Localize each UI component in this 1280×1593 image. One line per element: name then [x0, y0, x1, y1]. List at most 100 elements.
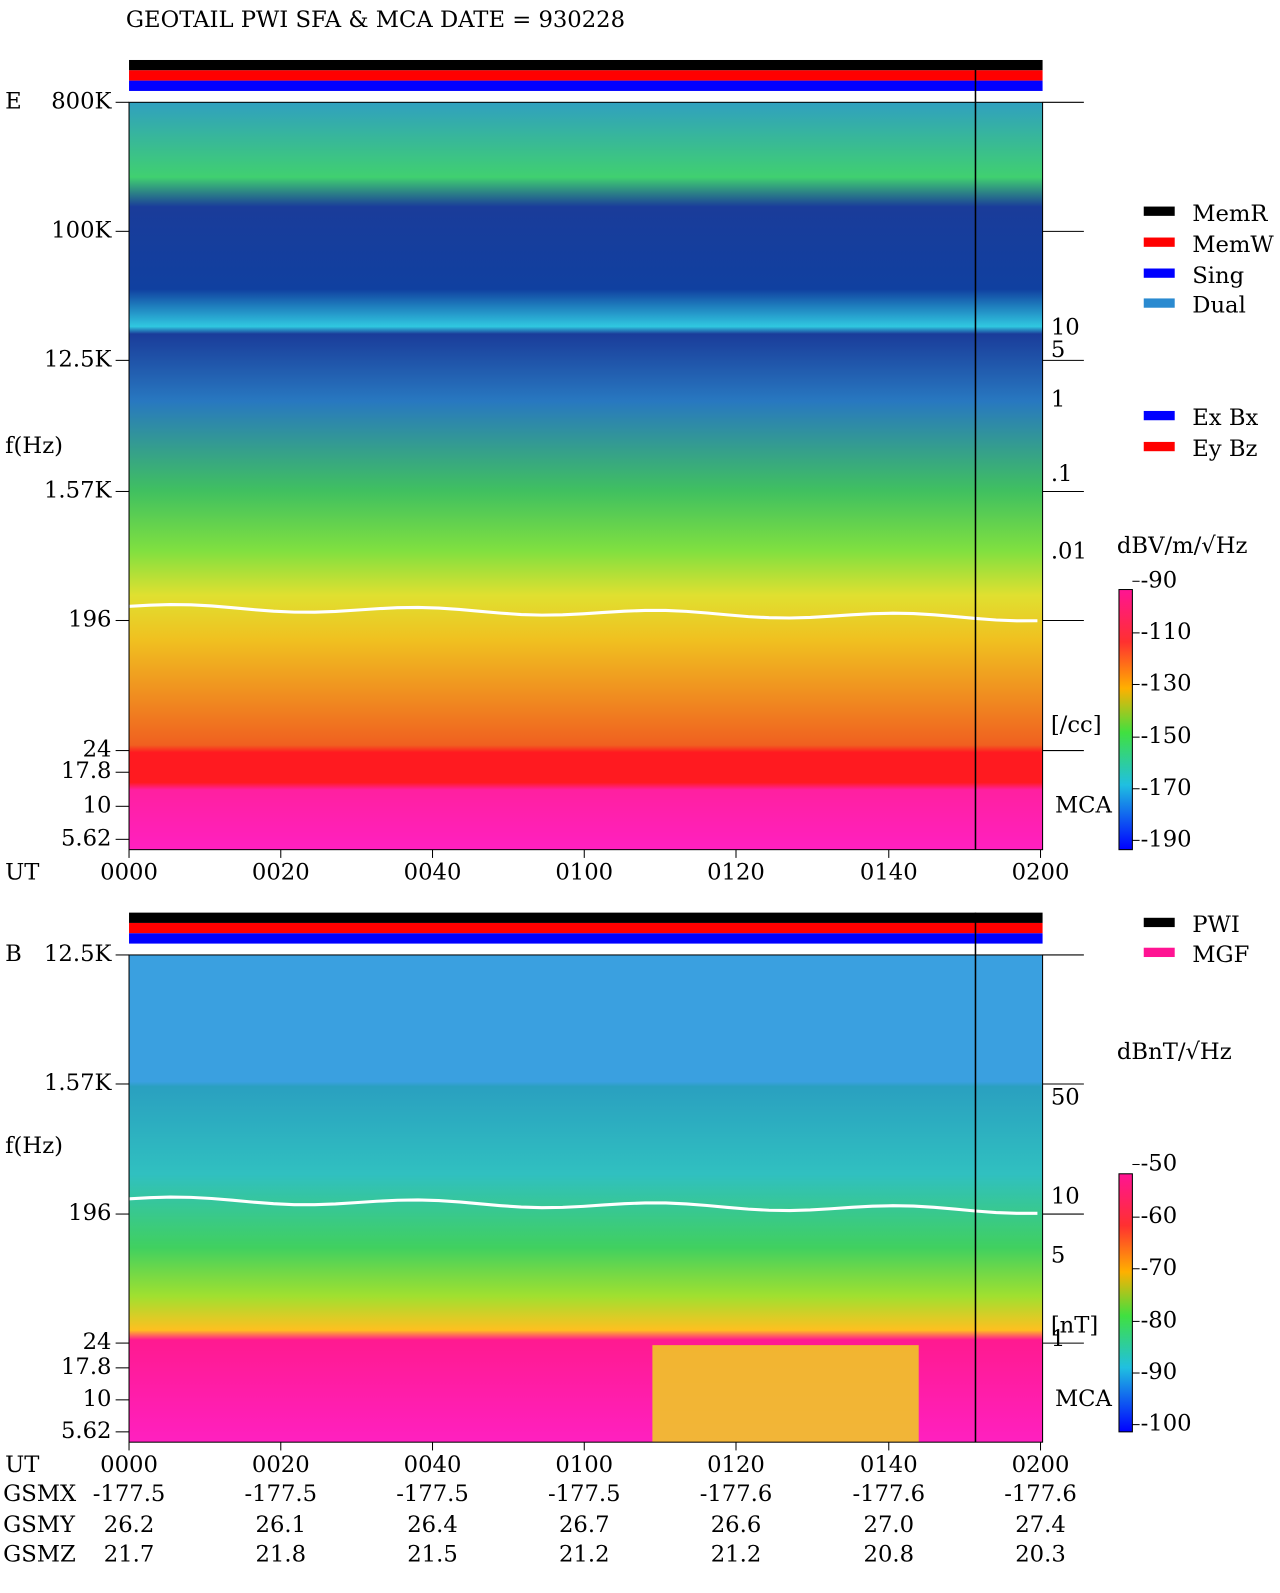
legend-label: Ex Bx — [1192, 405, 1258, 431]
x-tick-label: 0200 — [1012, 1452, 1070, 1478]
legend-swatch — [1143, 206, 1175, 216]
ephemeris-name: GSMZ — [3, 1542, 76, 1568]
status-bar — [129, 70, 1043, 81]
legend-label: Ey Bz — [1192, 436, 1257, 462]
density-label: [nT] — [1051, 1313, 1098, 1339]
ephemeris-value: 21.8 — [256, 1542, 307, 1568]
y-tick-label: 5.62 — [61, 1418, 112, 1444]
legend-label: MemW — [1192, 232, 1274, 258]
x-tick-label: 0100 — [555, 1452, 613, 1478]
ephemeris-value: -177.5 — [244, 1481, 317, 1507]
y-tick-label: 1.57K — [44, 477, 113, 503]
colorbar-tick-label: -70 — [1141, 1255, 1178, 1281]
x-tick-label: 0140 — [860, 859, 918, 885]
density-label: [/cc] — [1051, 712, 1102, 738]
y-tick-label: 10 — [83, 792, 112, 818]
colorbar — [1118, 589, 1133, 851]
density-label: 50 — [1051, 1084, 1080, 1110]
ephemeris-name: GSMX — [3, 1481, 77, 1507]
density-label: 10 — [1051, 1184, 1080, 1210]
x-tick-label: 0000 — [100, 1452, 158, 1478]
density-label: 1 — [1051, 1326, 1065, 1352]
panel-label: B — [5, 941, 22, 967]
ephemeris-value: 26.2 — [104, 1512, 155, 1538]
x-tick-label: 0040 — [404, 859, 462, 885]
legend-label: MGF — [1192, 942, 1249, 968]
status-bar — [129, 912, 1043, 923]
colorbar-tick-label: -80 — [1141, 1307, 1178, 1333]
y-tick-label: 10 — [83, 1386, 112, 1412]
x-tick-label: 0020 — [252, 1452, 310, 1478]
ephemeris-value: 21.7 — [104, 1542, 155, 1568]
x-axis-label: UT — [5, 1452, 39, 1478]
x-tick-label: 0120 — [707, 1452, 765, 1478]
white-line — [127, 1195, 1038, 1215]
spectrogram — [129, 102, 1043, 850]
colorbar-tick-label: -60 — [1141, 1203, 1178, 1229]
ephemeris-value: 21.2 — [711, 1542, 762, 1568]
colorbar-tick-label: -50 — [1141, 1151, 1178, 1177]
y-tick-label: 24 — [83, 1329, 112, 1355]
status-bar — [129, 933, 1043, 944]
spectrogram-patch — [652, 1345, 919, 1443]
white-line — [127, 603, 1038, 623]
y-tick-label: 12.5K — [44, 346, 113, 372]
ephemeris-value: 20.3 — [1015, 1542, 1066, 1568]
ephemeris-value: 26.1 — [256, 1512, 307, 1538]
y-tick-label: 24 — [83, 737, 112, 763]
colorbar-tick-label: -110 — [1141, 619, 1192, 645]
legend-swatch — [1143, 268, 1175, 278]
colorbar-tick-label: -170 — [1141, 775, 1192, 801]
y-tick-label: 5.62 — [61, 825, 112, 851]
panel-label: E — [5, 88, 22, 114]
x-tick-label: 0000 — [100, 859, 158, 885]
y-axis-label: f(Hz) — [5, 1133, 63, 1159]
ephemeris-value: 20.8 — [864, 1542, 915, 1568]
ephemeris-value: 27.4 — [1015, 1512, 1066, 1538]
colorbar-unit: dBnT/√Hz — [1117, 1039, 1232, 1065]
x-tick-label: 0200 — [1012, 859, 1070, 885]
legend-swatch — [1143, 298, 1175, 308]
legend-label: PWI — [1192, 912, 1240, 938]
y-tick-label: 17.8 — [61, 758, 112, 784]
ephemeris-value: -177.5 — [548, 1481, 621, 1507]
frame — [128, 954, 1044, 1443]
colorbar — [1118, 1173, 1133, 1433]
density-label: 5 — [1051, 337, 1065, 363]
colorbar-tick-label: -130 — [1141, 671, 1192, 697]
legend-label: MemR — [1192, 201, 1268, 227]
mca-label: MCA — [1055, 792, 1113, 818]
status-bar — [129, 922, 1043, 934]
frame — [128, 101, 1044, 851]
density-label: 1 — [1051, 387, 1065, 413]
y-tick-label: 800K — [51, 88, 112, 114]
status-bar — [129, 59, 1043, 71]
y-axis-label: f(Hz) — [5, 433, 63, 459]
x-tick-label: 0120 — [707, 859, 765, 885]
x-tick-label: 0040 — [404, 1452, 462, 1478]
colorbar-tick-label: -90 — [1141, 1359, 1178, 1385]
legend-swatch — [1143, 410, 1175, 421]
status-bar — [129, 80, 1043, 91]
ephemeris-name: GSMY — [3, 1512, 76, 1538]
ephemeris-value: 26.6 — [711, 1512, 762, 1538]
y-tick-label: 1.57K — [44, 1070, 113, 1096]
ephemeris-value: 26.7 — [559, 1512, 610, 1538]
colorbar-unit: dBV/m/√Hz — [1117, 533, 1248, 559]
ephemeris-value: 26.4 — [407, 1512, 458, 1538]
legend-label: Dual — [1192, 293, 1246, 319]
x-tick-label: 0020 — [252, 859, 310, 885]
density-label: 10 — [1051, 314, 1080, 340]
ephemeris-value: 27.0 — [864, 1512, 915, 1538]
colorbar-tick-label: -150 — [1141, 723, 1192, 749]
ephemeris-value: 21.2 — [559, 1542, 610, 1568]
legend-swatch — [1143, 441, 1175, 452]
ephemeris-value: -177.5 — [93, 1481, 166, 1507]
legend-label: Sing — [1192, 263, 1244, 289]
density-label: 5 — [1051, 1242, 1065, 1268]
ephemeris-value: -177.5 — [396, 1481, 469, 1507]
y-tick-label: 196 — [68, 1200, 111, 1226]
x-tick-label: 0100 — [555, 859, 613, 885]
